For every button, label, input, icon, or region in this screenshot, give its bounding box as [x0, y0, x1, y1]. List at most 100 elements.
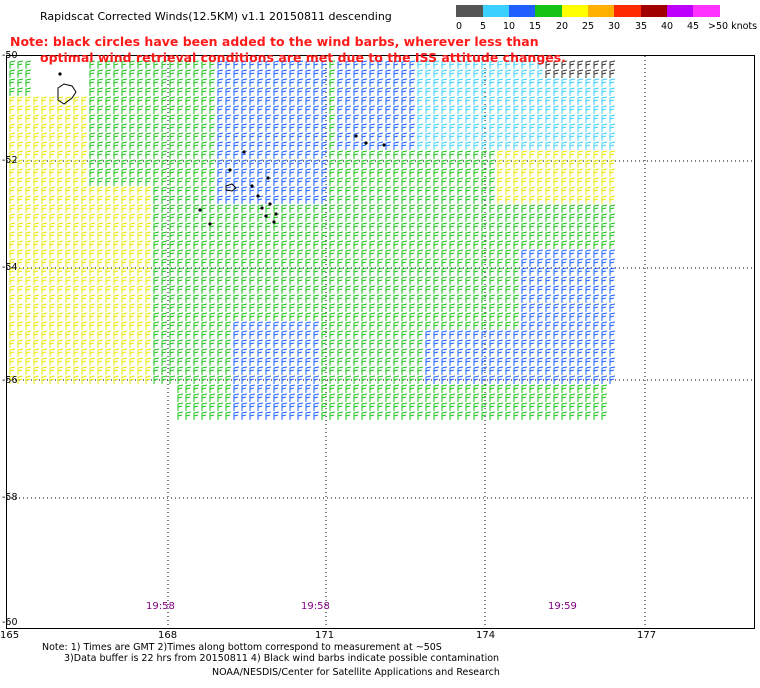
- wind-barb: [281, 141, 288, 150]
- wind-barb: [377, 132, 384, 141]
- wind-barb: [25, 258, 32, 267]
- wind-barb: [337, 276, 344, 285]
- wind-barb: [273, 375, 280, 384]
- wind-barb: [433, 384, 440, 393]
- wind-barb: [329, 186, 336, 195]
- wind-barb: [401, 321, 408, 330]
- wind-barb: [193, 186, 200, 195]
- wind-barb: [497, 60, 504, 69]
- wind-barb: [449, 195, 456, 204]
- wind-barb: [241, 411, 248, 420]
- wind-barb: [49, 339, 56, 348]
- wind-barb: [297, 249, 304, 258]
- wind-barb: [321, 213, 328, 222]
- wind-barb: [361, 357, 368, 366]
- wind-barb: [201, 294, 208, 303]
- wind-barb: [545, 294, 552, 303]
- wind-barb: [81, 177, 88, 186]
- wind-barb: [105, 222, 112, 231]
- wind-barb: [449, 339, 456, 348]
- wind-barb: [585, 294, 592, 303]
- wind-barb: [145, 375, 152, 384]
- wind-barb: [337, 411, 344, 420]
- wind-barb: [417, 132, 424, 141]
- wind-barb: [41, 186, 48, 195]
- wind-barb: [513, 384, 520, 393]
- wind-barb: [57, 204, 64, 213]
- wind-barb: [297, 303, 304, 312]
- wind-barb: [497, 330, 504, 339]
- wind-barb: [193, 204, 200, 213]
- wind-barb: [145, 357, 152, 366]
- wind-barb: [185, 375, 192, 384]
- wind-barb: [585, 177, 592, 186]
- wind-barb: [137, 339, 144, 348]
- wind-barb: [225, 132, 232, 141]
- wind-barb: [129, 366, 136, 375]
- wind-barb: [489, 96, 496, 105]
- wind-barb: [441, 159, 448, 168]
- wind-barb: [553, 285, 560, 294]
- wind-barb: [337, 267, 344, 276]
- wind-barb: [177, 321, 184, 330]
- wind-barb: [281, 114, 288, 123]
- wind-barb: [537, 213, 544, 222]
- wind-barb: [273, 177, 280, 186]
- wind-barb: [17, 357, 24, 366]
- wind-barb: [169, 258, 176, 267]
- wind-barb: [225, 267, 232, 276]
- wind-barb: [497, 375, 504, 384]
- wind-barb: [201, 159, 208, 168]
- wind-barb: [513, 168, 520, 177]
- wind-barb: [25, 321, 32, 330]
- wind-barb: [185, 222, 192, 231]
- wind-barb: [25, 150, 32, 159]
- wind-barb: [249, 177, 256, 186]
- wind-barb: [593, 96, 600, 105]
- wind-barb: [369, 231, 376, 240]
- wind-barb: [337, 87, 344, 96]
- wind-barb: [433, 123, 440, 132]
- wind-barb: [457, 177, 464, 186]
- wind-barb: [225, 312, 232, 321]
- wind-barb: [369, 366, 376, 375]
- wind-barb: [425, 204, 432, 213]
- wind-barb: [185, 132, 192, 141]
- wind-barb: [185, 330, 192, 339]
- wind-barb: [553, 168, 560, 177]
- wind-barb: [417, 393, 424, 402]
- wind-barb: [449, 123, 456, 132]
- wind-barb: [177, 303, 184, 312]
- wind-barb: [449, 78, 456, 87]
- wind-barb: [569, 366, 576, 375]
- wind-barb: [441, 339, 448, 348]
- wind-barb: [385, 60, 392, 69]
- wind-barb: [401, 177, 408, 186]
- wind-barb: [193, 96, 200, 105]
- wind-barb: [241, 132, 248, 141]
- wind-barb: [593, 123, 600, 132]
- wind-barb: [441, 60, 448, 69]
- wind-barb: [481, 384, 488, 393]
- wind-barb: [49, 123, 56, 132]
- wind-barb: [377, 231, 384, 240]
- wind-barb: [57, 231, 64, 240]
- wind-barb: [337, 240, 344, 249]
- wind-barb: [361, 294, 368, 303]
- wind-barb: [481, 258, 488, 267]
- wind-barb: [153, 312, 160, 321]
- wind-barb: [433, 249, 440, 258]
- wind-barb: [137, 366, 144, 375]
- wind-barb: [481, 105, 488, 114]
- wind-barb: [65, 213, 72, 222]
- wind-barb: [25, 375, 32, 384]
- wind-barb: [385, 159, 392, 168]
- wind-barb: [185, 195, 192, 204]
- wind-barb: [457, 339, 464, 348]
- wind-barb: [81, 159, 88, 168]
- wind-barb: [265, 222, 272, 231]
- wind-barb: [505, 330, 512, 339]
- wind-barb: [377, 330, 384, 339]
- wind-barb: [409, 411, 416, 420]
- wind-barb: [569, 105, 576, 114]
